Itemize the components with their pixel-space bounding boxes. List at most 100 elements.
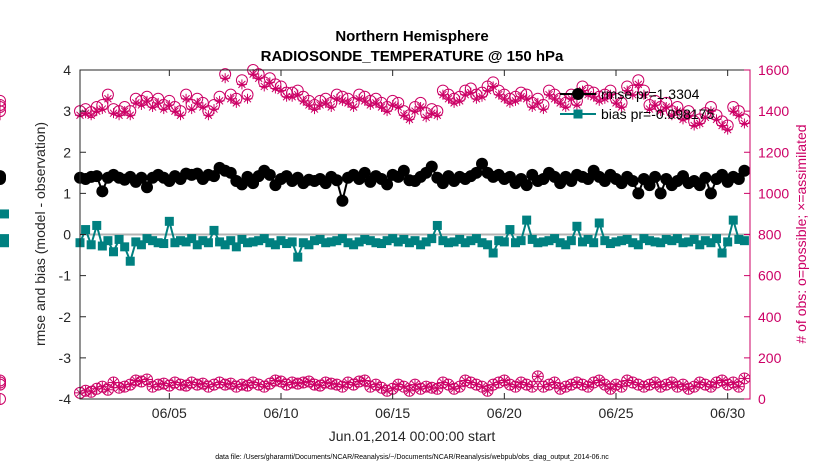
assimilated-point-10-stroke-3 <box>131 99 140 107</box>
assimilated-point-81 <box>527 102 538 113</box>
bias-point-73 <box>483 240 493 250</box>
bias-point-79 <box>516 236 526 246</box>
bias-point-27 <box>226 236 236 246</box>
assimilated-low-point-59-stroke-3 <box>405 386 414 395</box>
possible-low-point-82 <box>531 370 544 383</box>
assimilated-point-93 <box>594 95 605 106</box>
assimilated-point-5 <box>102 93 113 104</box>
assimilated-point-74-stroke-3 <box>489 82 498 91</box>
assimilated-point-30 <box>242 93 253 104</box>
assimilated-point-45 <box>326 102 337 113</box>
assimilated-point-2-stroke-3 <box>87 111 96 120</box>
assimilated-point-28 <box>231 97 242 108</box>
assimilated-point-108-stroke-3 <box>679 115 687 124</box>
bias-series <box>0 209 749 266</box>
y-left-tick-label-2: -2 <box>59 309 72 325</box>
assimilated-point-87-stroke-3 <box>561 103 570 111</box>
assimilated-point-117-stroke-3 <box>729 107 738 115</box>
assimilated-point-89 <box>571 99 582 110</box>
assimilated-low-point-12 <box>142 374 152 385</box>
assimilated-point-49-stroke-3 <box>349 103 358 111</box>
assimilated-low-point-111-stroke-3 <box>695 378 704 387</box>
assimilated-low-point-36 <box>276 376 286 387</box>
bias-point-123 <box>0 209 9 219</box>
assimilated-point-106-stroke-3 <box>667 111 676 120</box>
bias-point-61 <box>416 240 426 250</box>
bias-point-41 <box>304 240 314 250</box>
assimilated-low-point-66 <box>443 379 454 390</box>
assimilated-point-108 <box>678 114 688 125</box>
assimilated-low-point-36-stroke-3 <box>277 377 285 386</box>
assimilated-low-point-79-stroke-3 <box>517 378 525 387</box>
assimilated-low-point-64 <box>432 383 443 394</box>
assimilated-point-23 <box>203 110 214 121</box>
assimilated-point-87 <box>560 102 571 113</box>
assimilated-point-39 <box>292 89 303 100</box>
assimilated-point-102-stroke-3 <box>645 105 654 113</box>
assimilated-point-4-stroke-3 <box>98 105 107 113</box>
assimilated-point-39-stroke-3 <box>293 90 302 99</box>
assimilated-point-37-stroke-3 <box>282 92 291 101</box>
bias-point-33 <box>259 234 269 244</box>
bias-point-39 <box>293 252 303 262</box>
obs-count-series <box>0 64 751 405</box>
y-left-tick-label-1: -3 <box>59 350 72 366</box>
y-left-tick-label-8: 4 <box>63 62 71 78</box>
possible-point-123 <box>0 94 6 107</box>
assimilated-point-14 <box>153 97 164 108</box>
assimilated-point-19-stroke-3 <box>182 94 190 103</box>
assimilated-low-point-110 <box>689 381 700 392</box>
bias-point-83 <box>538 237 548 247</box>
assimilated-low-point-49-stroke-3 <box>349 380 358 389</box>
assimilated-low-point-108 <box>678 379 688 390</box>
possible-low-point-122 <box>0 374 6 387</box>
assimilated-point-29-stroke-3 <box>238 80 246 89</box>
bias-point-42 <box>310 236 319 246</box>
assimilated-point-58 <box>398 110 409 121</box>
bias-point-115 <box>717 248 727 258</box>
assimilated-low-point-73-stroke-3 <box>483 386 492 395</box>
assimilated-point-27-stroke-3 <box>226 94 235 103</box>
assimilated-low-point-99-stroke-3 <box>628 378 637 387</box>
assimilated-point-48-stroke-3 <box>344 99 352 107</box>
bias-point-117 <box>728 215 738 225</box>
bias-point-19 <box>181 237 191 247</box>
assimilated-low-point-117-stroke-3 <box>729 378 738 387</box>
assimilated-low-point-54 <box>376 382 387 393</box>
assimilated-point-89-stroke-3 <box>573 101 581 109</box>
assimilated-point-78 <box>510 95 521 106</box>
assimilated-low-point-69-stroke-3 <box>461 376 470 385</box>
assimilated-point-31 <box>248 69 259 80</box>
bias-point-68 <box>455 234 465 244</box>
assimilated-point-113-stroke-3 <box>707 107 715 115</box>
bias-point-31 <box>248 237 258 247</box>
bias-point-3 <box>92 220 102 230</box>
rmse-point-119 <box>738 164 751 177</box>
assimilated-point-106 <box>666 110 677 121</box>
bias-point-69 <box>460 238 470 248</box>
rmse-point-104 <box>654 187 667 200</box>
bias-point-24 <box>209 225 219 235</box>
bias-point-37 <box>282 239 292 249</box>
assimilated-point-22 <box>197 102 208 113</box>
assimilated-point-20 <box>186 104 197 115</box>
assimilated-point-54-stroke-3 <box>377 103 386 111</box>
possible-low-point-123 <box>0 393 6 405</box>
assimilated-low-point-91 <box>583 381 594 392</box>
assimilated-low-point-59 <box>404 385 415 396</box>
bias-point-86 <box>555 238 565 248</box>
assimilated-low-point-18 <box>175 379 186 390</box>
chart-title-line2: RADIOSONDE_TEMPERATURE @ 150 hPa <box>261 48 564 65</box>
y-left-tick-label-0: -4 <box>59 391 72 407</box>
assimilated-point-119-stroke-3 <box>740 119 749 128</box>
assimilated-point-33-stroke-3 <box>260 82 269 91</box>
y-right-tick-label-5: 1000 <box>758 185 789 201</box>
bias-point-10 <box>131 237 141 247</box>
assimilated-point-11 <box>136 99 147 110</box>
rmse-point-34 <box>263 168 276 181</box>
assimilated-low-point-100-stroke-3 <box>634 380 643 389</box>
assimilated-low-point-106-stroke-3 <box>667 378 676 387</box>
rmse-point-46 <box>330 174 343 187</box>
bias-point-99 <box>628 238 638 248</box>
data-file-footer: data file: /Users/gharamti/Documents/NCA… <box>215 454 609 461</box>
